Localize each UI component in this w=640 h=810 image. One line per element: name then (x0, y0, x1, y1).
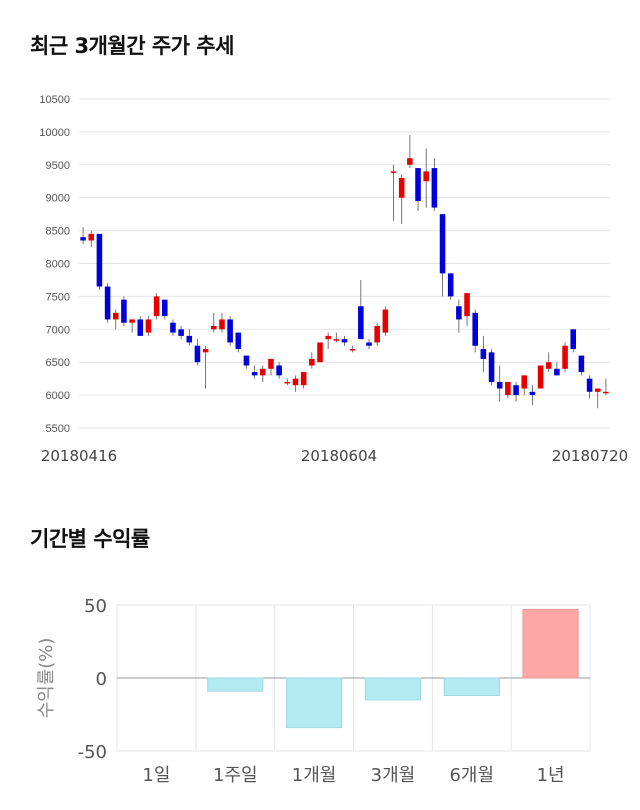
y-axis-label: 수익률(%) (36, 638, 57, 719)
y-tick-label: 6500 (46, 357, 70, 369)
candle-body (292, 378, 299, 386)
candle-body (480, 349, 487, 359)
candle-body (358, 306, 364, 340)
candle-body (284, 381, 291, 384)
x-tick-label: 3개월 (371, 765, 416, 786)
candle-body (121, 299, 127, 323)
x-tick-label: 20180416 (41, 447, 117, 465)
x-tick-label: 1개월 (292, 765, 337, 786)
y-tick-label: 7500 (46, 291, 70, 303)
candle-body (153, 296, 160, 317)
y-tick-label: 9000 (46, 193, 70, 205)
y-tick-label: 8000 (46, 259, 70, 271)
x-tick-label: 1주일 (213, 765, 258, 786)
return-bar (443, 677, 500, 697)
candle-body (186, 335, 193, 343)
x-tick-label: 6개월 (449, 765, 494, 786)
candle-body (407, 158, 413, 165)
candle-body (554, 368, 560, 376)
candle-body (382, 309, 389, 333)
candle-body (390, 171, 397, 173)
candlestick-chart: 5500 6000 6500 7000 7500 8000 8500 9000 9500 1000… (39, 94, 628, 465)
candle-body (415, 168, 421, 201)
candle-body (145, 319, 152, 333)
y-tick-label: 7000 (46, 324, 70, 336)
candle-body (211, 326, 217, 330)
candle-body (398, 177, 405, 198)
candle-body (260, 368, 266, 376)
candle-body (96, 233, 103, 287)
candle-body (268, 358, 274, 369)
candle-body (521, 375, 528, 389)
candle-body (80, 237, 86, 241)
candle-body (137, 319, 144, 336)
candle-body (570, 329, 577, 350)
y-tick-label: 10000 (39, 127, 70, 139)
candle-body (178, 329, 184, 336)
candle-body (194, 345, 201, 363)
candle-body (170, 322, 176, 333)
candle-body (488, 352, 495, 382)
return-bar (285, 677, 343, 729)
stock-trend-title: 최근 3개월간 주가 추세 (30, 34, 234, 58)
candle-body (333, 339, 340, 341)
return-bar (364, 677, 422, 701)
candle-body (374, 326, 380, 343)
x-tick-label: 1년 (537, 765, 565, 786)
candle-body (513, 385, 519, 396)
candle-body (472, 312, 478, 346)
candle-body (88, 233, 95, 241)
y-tick-label: 6000 (46, 390, 70, 402)
candle-body (341, 339, 348, 343)
candle-body (603, 391, 609, 394)
x-tick-label: 1일 (142, 765, 170, 786)
candle-body (161, 299, 168, 317)
candle-body (129, 319, 135, 323)
candle-body (243, 355, 250, 366)
candle-body (235, 332, 242, 350)
candle-body (431, 168, 438, 208)
candle-body (202, 349, 209, 353)
candle-body (325, 335, 331, 340)
candle-body (219, 319, 225, 330)
candle-body (439, 214, 446, 274)
candle-body (251, 372, 258, 376)
x-tick-label: 20180720 (552, 447, 628, 465)
candle-body (317, 342, 323, 363)
y-tick-label: -50 (78, 742, 107, 763)
candle-body (112, 312, 119, 320)
candle-body (586, 378, 593, 392)
y-tick-label: 5500 (46, 423, 70, 435)
candle-body (496, 381, 503, 389)
candle-body (456, 306, 462, 320)
y-tick-label: 10500 (39, 94, 70, 106)
y-tick-label: 0 (96, 669, 107, 690)
candle-body (349, 349, 356, 351)
candle-body (594, 388, 601, 392)
candle-body (578, 355, 585, 373)
return-bar (522, 608, 579, 679)
returns-title: 기간별 수익률 (30, 527, 150, 551)
candle-body (562, 345, 568, 369)
candle-body (276, 365, 282, 376)
x-tick-label: 20180604 (301, 447, 377, 465)
y-tick-label: 50 (84, 596, 107, 617)
candle-body (505, 381, 511, 396)
candle-body (366, 342, 372, 346)
candle-body (545, 362, 552, 369)
candle-body (447, 273, 454, 297)
y-tick-label: 8500 (46, 226, 70, 238)
candle-body (464, 293, 470, 317)
candle-body (300, 372, 307, 386)
candle-body (227, 319, 233, 343)
candle-body (423, 171, 429, 182)
candle-body (529, 391, 536, 396)
candle-body (104, 286, 111, 320)
y-tick-label: 9500 (46, 160, 70, 172)
candle-body (309, 358, 315, 366)
return-bar (207, 677, 264, 692)
candle-body (537, 365, 544, 389)
